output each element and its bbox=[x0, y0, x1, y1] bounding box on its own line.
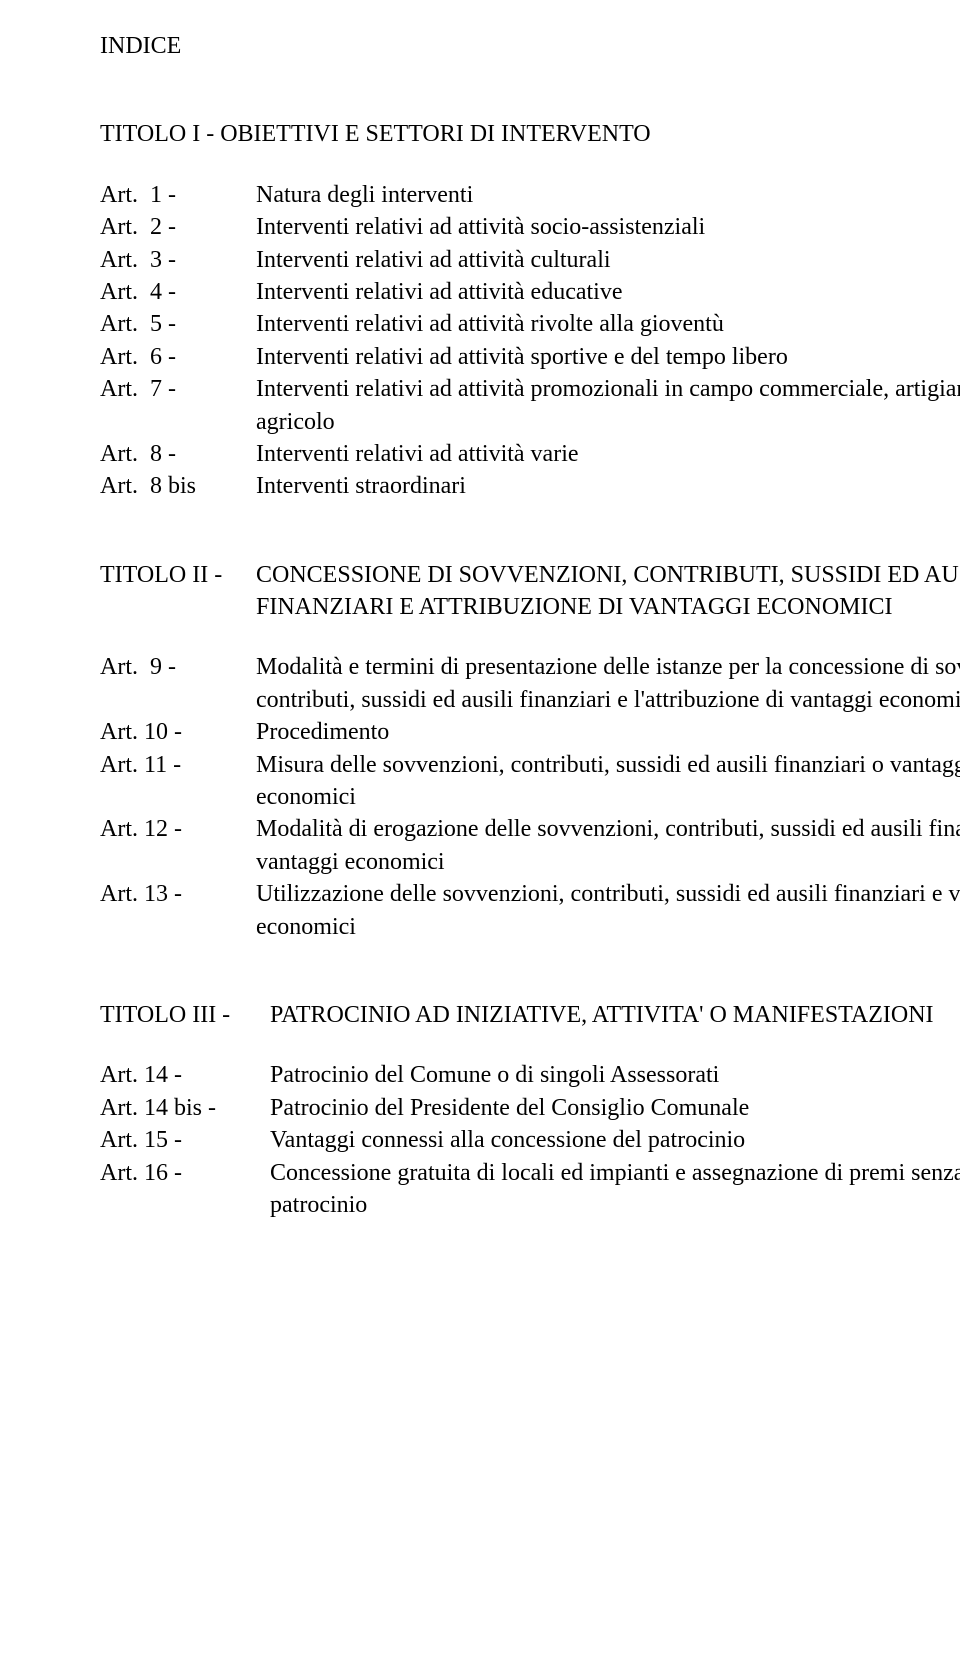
toc-entry-text: Interventi straordinari bbox=[256, 470, 960, 502]
toc-entry-label: Art. 1 - bbox=[100, 179, 256, 211]
title-2: TITOLO II - CONCESSIONE DI SOVVENZIONI, … bbox=[100, 559, 960, 624]
toc-entry-text: Interventi relativi ad attività varie bbox=[256, 438, 960, 470]
toc-entry-text: Interventi relativi ad attività socio-as… bbox=[256, 211, 960, 243]
title-1-entries: Art. 1 - Natura degli interventi Art. 2 … bbox=[100, 179, 960, 503]
toc-entry: Art. 4 - Interventi relativi ad attività… bbox=[100, 276, 960, 308]
title-2-entries: Art. 9 - Modalità e termini di presentaz… bbox=[100, 651, 960, 943]
index-heading: INDICE bbox=[100, 30, 960, 62]
toc-entry-text: Interventi relativi ad attività sportive… bbox=[256, 341, 960, 373]
toc-entry-text: Interventi relativi ad attività educativ… bbox=[256, 276, 960, 308]
toc-entry: Art. 1 - Natura degli interventi bbox=[100, 179, 960, 211]
toc-entry: Art. 16 - Concessione gratuita di locali… bbox=[100, 1157, 960, 1222]
toc-entry: Art. 3 - Interventi relativi ad attività… bbox=[100, 244, 960, 276]
toc-entry-label: Art. 7 - bbox=[100, 373, 256, 405]
toc-entry: Art. 8 - Interventi relativi ad attività… bbox=[100, 438, 960, 470]
title-2-text: CONCESSIONE DI SOVVENZIONI, CONTRIBUTI, … bbox=[256, 559, 960, 624]
toc-entry-label: Art. 12 - bbox=[100, 813, 256, 845]
toc-entry: Art. 6 - Interventi relativi ad attività… bbox=[100, 341, 960, 373]
toc-entry: Art. 10 - Procedimento bbox=[100, 716, 960, 748]
toc-entry-text: Modalità di erogazione delle sovvenzioni… bbox=[256, 813, 960, 878]
title-1: TITOLO I - OBIETTIVI E SETTORI DI INTERV… bbox=[100, 118, 960, 150]
toc-entry-text: Procedimento bbox=[256, 716, 960, 748]
toc-entry-text: Patrocinio del Comune o di singoli Asses… bbox=[270, 1059, 960, 1091]
toc-entry: Art. 7 - Interventi relativi ad attività… bbox=[100, 373, 960, 438]
spacer bbox=[100, 623, 960, 651]
spacer bbox=[100, 943, 960, 999]
toc-entry-text: Concessione gratuita di locali ed impian… bbox=[270, 1157, 960, 1222]
toc-entry: Art. 8 bis Interventi straordinari bbox=[100, 470, 960, 502]
toc-entry-label: Art. 8 bis bbox=[100, 470, 256, 502]
toc-entry: Art. 15 - Vantaggi connessi alla concess… bbox=[100, 1124, 960, 1156]
toc-entry: Art. 13 - Utilizzazione delle sovvenzion… bbox=[100, 878, 960, 943]
toc-entry-label: Art. 5 - bbox=[100, 308, 256, 340]
spacer bbox=[100, 1031, 960, 1059]
toc-entry-label: Art. 15 - bbox=[100, 1124, 270, 1156]
toc-entry-label: Art. 16 - bbox=[100, 1157, 270, 1189]
title-3: TITOLO III - PATROCINIO AD INIZIATIVE, A… bbox=[100, 999, 960, 1031]
toc-entry: Art. 11 - Misura delle sovvenzioni, cont… bbox=[100, 749, 960, 814]
toc-entry-label: Art. 8 - bbox=[100, 438, 256, 470]
toc-entry-text: Vantaggi connessi alla concessione del p… bbox=[270, 1124, 960, 1156]
toc-entry-label: Art. 11 - bbox=[100, 749, 256, 781]
toc-entry-text: Interventi relativi ad attività cultural… bbox=[256, 244, 960, 276]
title-3-entries: Art. 14 - Patrocinio del Comune o di sin… bbox=[100, 1059, 960, 1221]
toc-entry: Art. 14 bis - Patrocinio del Presidente … bbox=[100, 1092, 960, 1124]
toc-entry: Art. 14 - Patrocinio del Comune o di sin… bbox=[100, 1059, 960, 1091]
toc-entry-label: Art. 14 - bbox=[100, 1059, 270, 1091]
toc-entry: Art. 5 - Interventi relativi ad attività… bbox=[100, 308, 960, 340]
toc-entry-text: Misura delle sovvenzioni, contributi, su… bbox=[256, 749, 960, 814]
toc-entry-label: Art. 9 - bbox=[100, 651, 256, 683]
toc-entry-label: Art. 6 - bbox=[100, 341, 256, 373]
toc-entry-text: Interventi relativi ad attività rivolte … bbox=[256, 308, 960, 340]
toc-entry: Art. 2 - Interventi relativi ad attività… bbox=[100, 211, 960, 243]
title-3-label: TITOLO III - bbox=[100, 999, 270, 1031]
toc-entry-text: Utilizzazione delle sovvenzioni, contrib… bbox=[256, 878, 960, 943]
toc-entry-label: Art. 2 - bbox=[100, 211, 256, 243]
toc-entry-label: Art. 13 - bbox=[100, 878, 256, 910]
title-2-label: TITOLO II - bbox=[100, 559, 256, 591]
toc-entry-label: Art. 10 - bbox=[100, 716, 256, 748]
toc-entry-text: Modalità e termini di presentazione dell… bbox=[256, 651, 960, 716]
toc-entry-label: Art. 3 - bbox=[100, 244, 256, 276]
spacer bbox=[100, 503, 960, 559]
toc-entry-text: Natura degli interventi bbox=[256, 179, 960, 211]
toc-entry: Art. 12 - Modalità di erogazione delle s… bbox=[100, 813, 960, 878]
toc-entry-label: Art. 14 bis - bbox=[100, 1092, 270, 1124]
toc-entry-text: Patrocinio del Presidente del Consiglio … bbox=[270, 1092, 960, 1124]
toc-entry-text: Interventi relativi ad attività promozio… bbox=[256, 373, 960, 438]
title-3-text: PATROCINIO AD INIZIATIVE, ATTIVITA' O MA… bbox=[270, 999, 960, 1031]
toc-entry-label: Art. 4 - bbox=[100, 276, 256, 308]
toc-entry: Art. 9 - Modalità e termini di presentaz… bbox=[100, 651, 960, 716]
